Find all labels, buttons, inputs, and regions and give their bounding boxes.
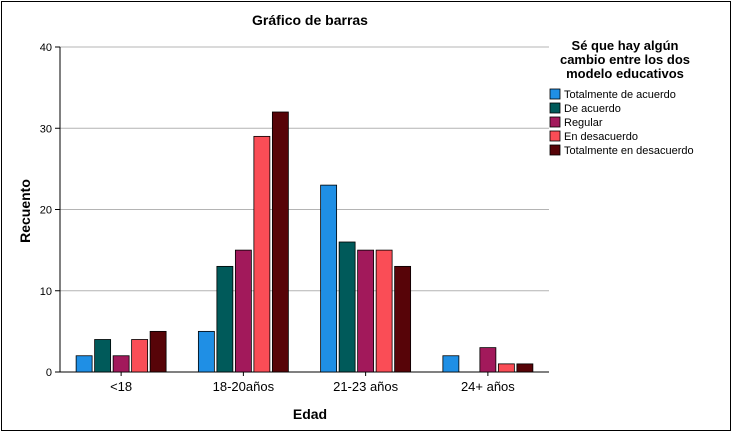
- bar: [234, 249, 252, 373]
- bar: [75, 355, 93, 373]
- plot-area: 0 10 20 30 40 <18 18-20años 21-23 años 24+ años: [40, 42, 549, 394]
- y-tick-label: 0: [46, 367, 52, 379]
- bar: [479, 347, 497, 373]
- y-tick-label: 10: [40, 286, 52, 298]
- bar: [516, 363, 534, 373]
- bar: [357, 249, 375, 373]
- legend-swatch: [549, 88, 561, 100]
- bar: [338, 241, 356, 373]
- bar: [197, 330, 215, 373]
- legend-label: Totalmente en desacuerdo: [564, 145, 694, 157]
- bar: [375, 249, 393, 373]
- legend-swatch: [549, 130, 561, 142]
- bar: [497, 363, 515, 373]
- y-tick-label: 40: [40, 42, 52, 54]
- bar: [94, 339, 112, 373]
- legend-swatch: [549, 144, 561, 156]
- bar-chart: Gráfico de barras 0 10 20 30 40 <18 18-20años 2…: [17, 12, 694, 422]
- bar: [394, 265, 412, 373]
- chart-title: Gráfico de barras: [252, 12, 368, 28]
- x-tick-label: 24+ años: [461, 379, 515, 394]
- x-tick-label: 18-20años: [213, 379, 275, 394]
- legend-swatch: [549, 116, 561, 128]
- legend-label: En desacuerdo: [564, 131, 638, 143]
- y-axis-title: Recuento: [17, 179, 33, 243]
- bar: [442, 355, 460, 373]
- y-tick-label: 30: [40, 123, 52, 135]
- legend-title-line-3: modelo educativos: [566, 66, 684, 81]
- legend-title-line-2: cambio entre los dos: [560, 52, 690, 67]
- bar: [253, 135, 271, 373]
- chart-frame: Gráfico de barras 0 10 20 30 40 <18 18-20años 2…: [1, 1, 731, 431]
- bar: [216, 265, 234, 373]
- bar: [271, 111, 289, 373]
- bar: [112, 355, 130, 373]
- bar: [320, 184, 338, 373]
- legend-title-line-1: Sé que hay algún: [572, 38, 679, 53]
- x-axis-title: Edad: [293, 406, 327, 422]
- legend-label: Totalmente de acuerdo: [564, 89, 676, 101]
- x-tick-label: 21-23 años: [333, 379, 399, 394]
- legend-label: De acuerdo: [564, 103, 621, 115]
- x-tick-label: <18: [110, 379, 132, 394]
- legend-label: Regular: [564, 117, 603, 129]
- legend-swatch: [549, 102, 561, 114]
- bar: [131, 339, 149, 373]
- bar: [149, 330, 167, 373]
- legend-items: Totalmente de acuerdo De acuerdo Regular En…: [549, 88, 694, 157]
- legend: Sé que hay algún cambio entre los dos mo…: [549, 38, 694, 157]
- y-tick-label: 20: [40, 205, 52, 217]
